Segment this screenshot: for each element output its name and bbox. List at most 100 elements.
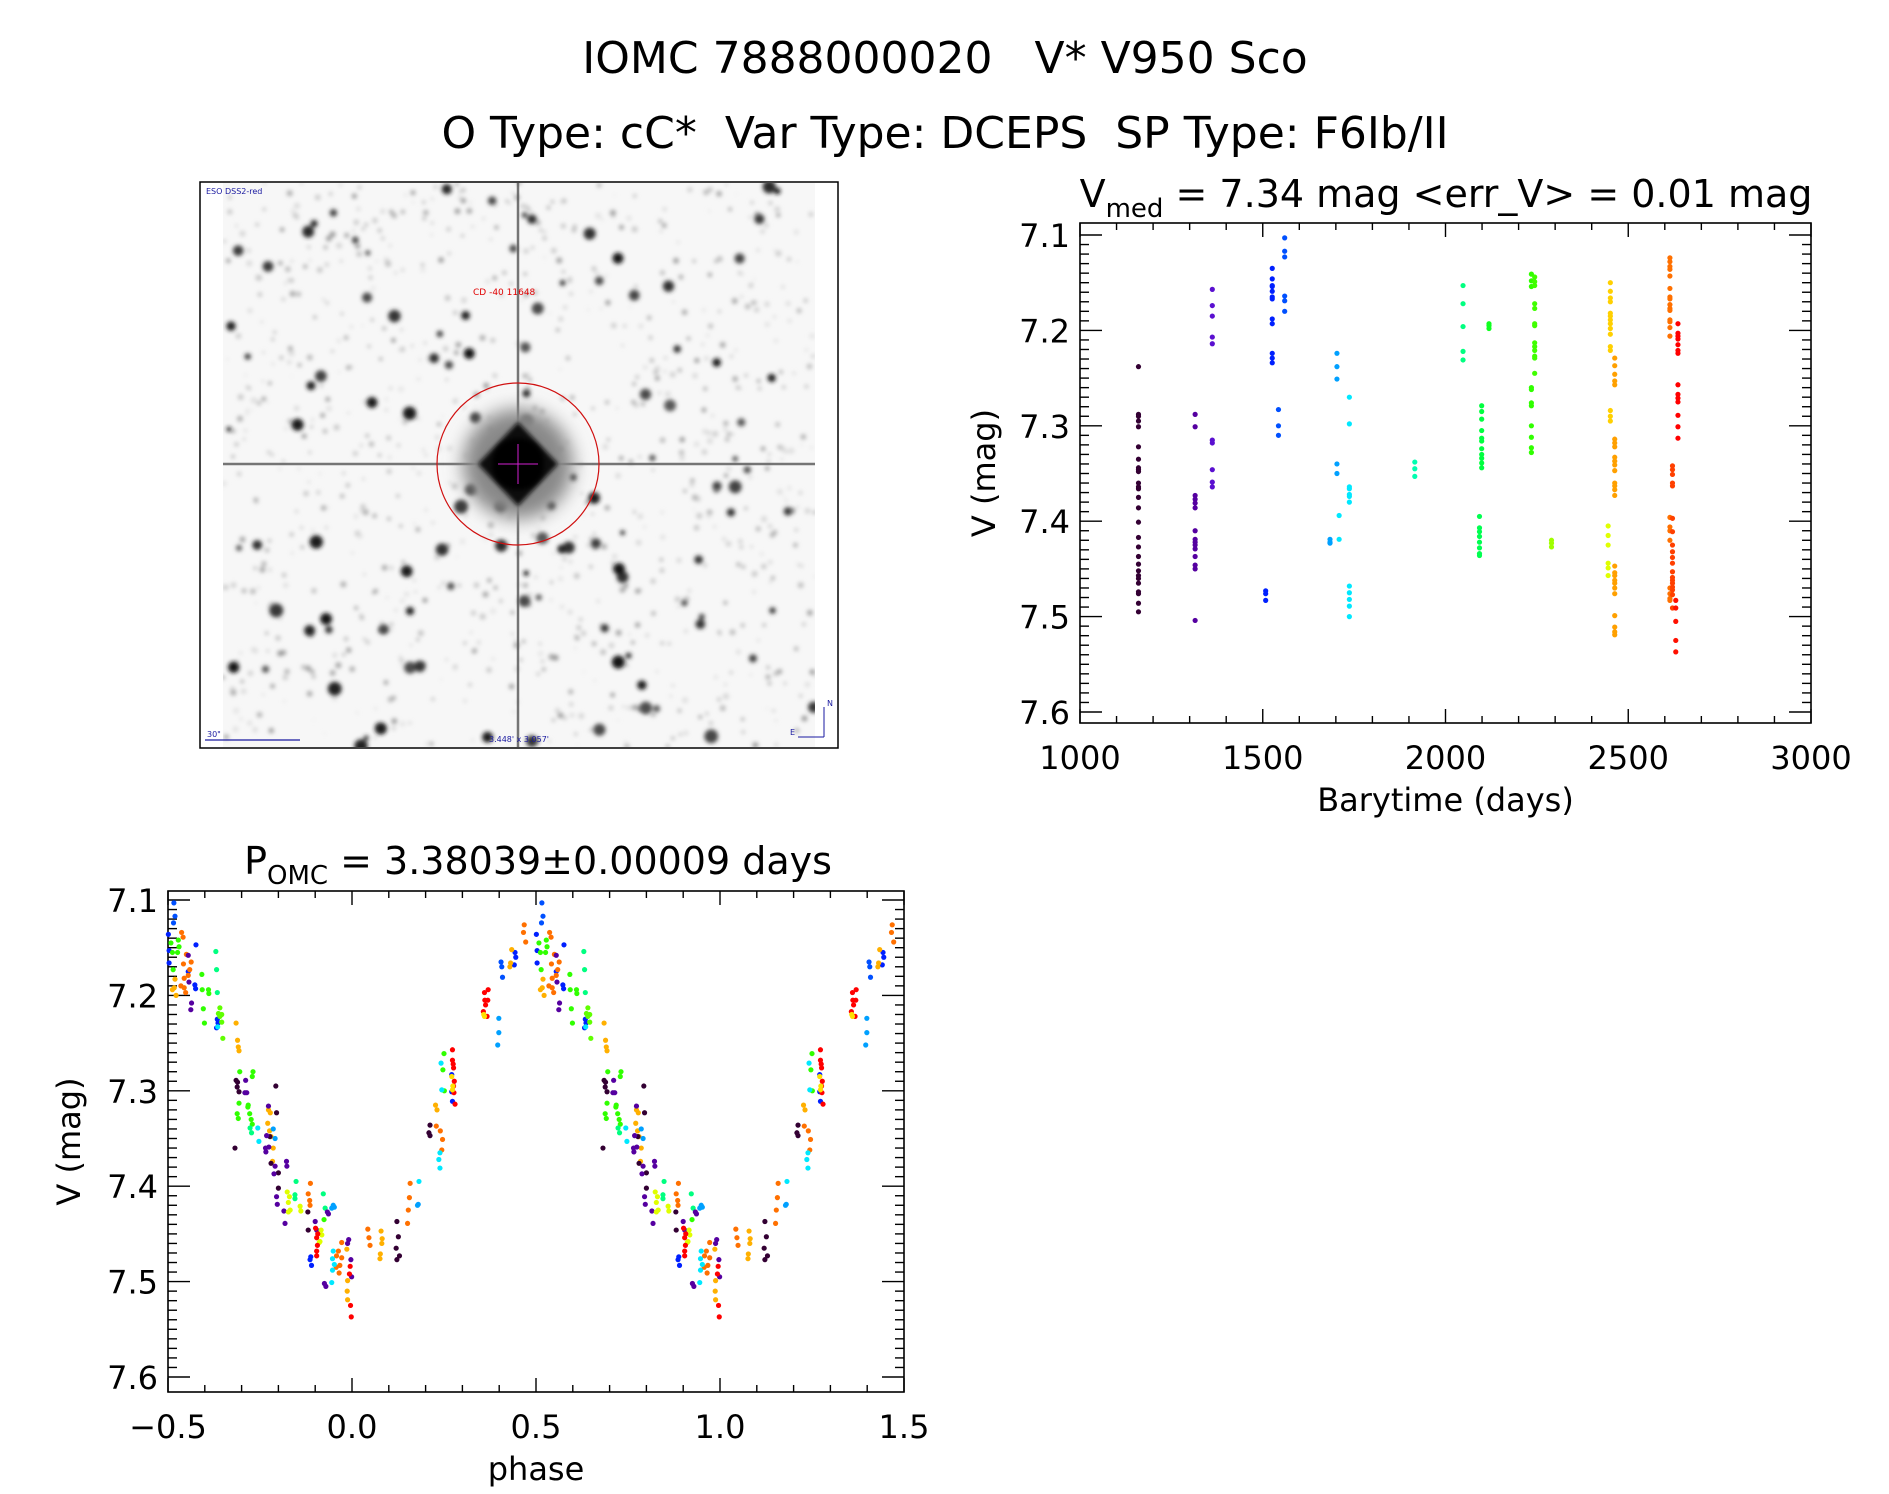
data-point — [449, 1047, 456, 1053]
data-point — [881, 954, 887, 960]
data-point — [307, 1202, 313, 1208]
title-subscript: med — [1106, 194, 1164, 224]
data-point — [495, 1042, 501, 1048]
data-point — [187, 967, 193, 973]
data-point — [394, 1218, 400, 1225]
data-point — [265, 1120, 271, 1126]
data-point — [801, 1123, 807, 1129]
data-point — [1667, 285, 1673, 292]
data-point — [624, 1138, 630, 1144]
data-point — [347, 1302, 354, 1309]
data-point — [297, 1203, 303, 1209]
title-symbol: P — [244, 839, 267, 883]
data-point — [1548, 540, 1555, 546]
data-point — [441, 1050, 447, 1057]
data-point — [1669, 529, 1676, 535]
data-point — [1486, 325, 1492, 332]
data-point — [1479, 408, 1485, 415]
data-point — [1607, 418, 1613, 424]
data-point — [188, 1000, 195, 1006]
data-point — [344, 1297, 351, 1303]
data-point — [712, 1297, 719, 1303]
data-point — [496, 1015, 502, 1021]
data-point — [450, 1065, 457, 1071]
data-point — [438, 1060, 444, 1066]
data-point — [440, 1067, 446, 1073]
data-point — [1192, 542, 1198, 548]
data-point — [688, 1191, 694, 1197]
data-point — [568, 1006, 574, 1012]
y-tick-label: 7.6 — [1019, 694, 1070, 732]
data-point — [1135, 418, 1142, 424]
data-point — [707, 1239, 713, 1246]
data-point — [292, 1192, 298, 1198]
chart-title: POMC = 3.38039±0.00009 days — [244, 839, 832, 891]
data-point — [1667, 266, 1673, 272]
data-point — [427, 1122, 433, 1128]
data-point — [1607, 344, 1613, 350]
data-point — [1673, 618, 1679, 624]
data-point — [437, 1165, 443, 1171]
data-point — [538, 920, 545, 926]
data-point — [703, 1248, 709, 1254]
data-point — [714, 1271, 721, 1277]
data-point — [437, 1150, 443, 1156]
data-point — [1192, 492, 1198, 499]
data-point — [379, 1240, 385, 1247]
data-point — [318, 1227, 324, 1233]
data-point — [817, 1087, 824, 1093]
data-point — [675, 1202, 681, 1208]
data-point — [236, 1089, 242, 1095]
data-point — [1135, 424, 1142, 430]
data-point — [1612, 436, 1618, 442]
data-series — [1673, 597, 1679, 655]
target-circle — [436, 382, 600, 546]
data-point — [170, 967, 176, 973]
data-point — [588, 1035, 594, 1041]
data-point — [1612, 458, 1618, 464]
data-point — [1605, 523, 1611, 529]
data-point — [496, 1030, 502, 1036]
data-point — [636, 1160, 642, 1166]
data-point — [1607, 331, 1613, 337]
data-point — [587, 1019, 593, 1025]
data-point — [1209, 302, 1215, 309]
data-point — [1269, 288, 1275, 294]
data-point — [1667, 324, 1673, 331]
data-point — [314, 1242, 321, 1248]
data-point — [891, 939, 897, 945]
data-point — [286, 1194, 293, 1200]
data-point — [439, 1136, 446, 1143]
data-point — [331, 1204, 337, 1210]
x-tick-label: −0.5 — [129, 1408, 207, 1446]
data-point — [653, 1199, 659, 1206]
data-point — [551, 989, 557, 996]
data-point — [1612, 444, 1618, 450]
data-point — [305, 1209, 311, 1215]
data-point — [1667, 296, 1673, 302]
data-point — [1275, 406, 1282, 413]
data-point — [285, 1209, 291, 1215]
chart-title: Vmed = 7.34 mag <err_V> = 0.01 mag — [1080, 172, 1813, 224]
data-point — [1282, 298, 1288, 304]
data-point — [1675, 342, 1681, 348]
data-point — [1476, 539, 1483, 545]
data-point — [1669, 542, 1676, 548]
data-point — [347, 1263, 353, 1269]
data-point — [1334, 461, 1340, 467]
data-point — [1528, 403, 1534, 409]
data-point — [1460, 357, 1466, 363]
data-point — [1192, 424, 1198, 430]
data-point — [675, 1180, 682, 1186]
data-point — [1669, 467, 1676, 473]
data-point — [866, 959, 872, 965]
data-points — [1135, 235, 1681, 655]
data-point — [536, 940, 542, 946]
data-point — [1479, 465, 1485, 471]
data-point — [774, 1195, 781, 1201]
data-point — [641, 1194, 648, 1200]
data-point — [249, 1073, 255, 1080]
data-point — [1135, 505, 1142, 511]
data-series — [1269, 265, 1275, 366]
data-point — [1612, 632, 1618, 638]
